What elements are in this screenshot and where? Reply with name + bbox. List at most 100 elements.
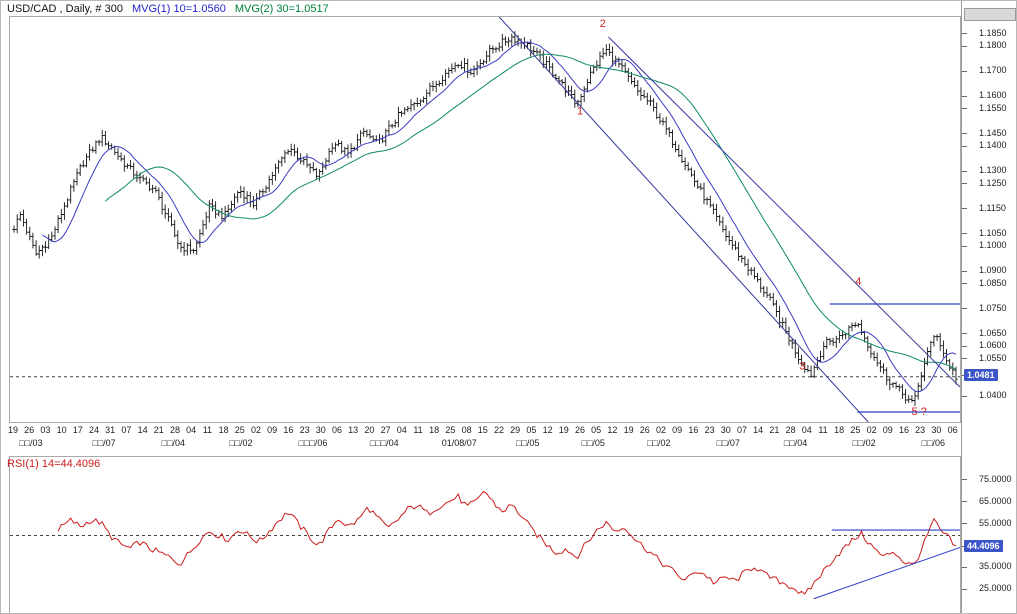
x-axis-day-label: 31	[105, 425, 116, 435]
price-bars	[12, 31, 958, 406]
price-axis-tick-label: 1.1050	[979, 227, 1007, 238]
price-axis-tick-label: 1.0550	[979, 352, 1007, 363]
x-axis-month-label: □□□/04	[369, 438, 399, 448]
x-axis-day-label: 26	[574, 425, 586, 435]
rsi-axis-tick-label: 75.0000	[979, 473, 1012, 484]
x-axis-day-labels: 19 26 03 10 17 24 31 07 14 21 28 04 11 18 25 02 09 16 23 30…	[7, 425, 961, 436]
x-axis-day-label: 21	[153, 425, 164, 435]
rsi-line	[57, 490, 957, 595]
x-axis-day-label: 25	[445, 425, 456, 435]
current-price-label: 1.0481	[964, 368, 998, 381]
price-axis-tick-label: 1.0650	[979, 327, 1007, 338]
axis-tickmark	[962, 588, 967, 590]
axis-tickmark	[962, 566, 967, 568]
price-axis-tick-label: 1.1700	[979, 65, 1007, 75]
price-chart-area[interactable]: 1 2 3 4 5 ?	[9, 16, 961, 423]
mvg1-label: MVG(1) 10=1.0560	[131, 3, 226, 15]
x-axis-day-label: 02	[250, 425, 262, 435]
x-axis-day-label: 16	[283, 425, 294, 435]
price-axis-tick-label: 1.1600	[979, 90, 1007, 100]
x-axis-day-label: 19	[558, 425, 569, 435]
x-axis-day-label: 06	[331, 425, 343, 435]
trendline	[498, 17, 869, 422]
price-axis-tick-label: 1.0400	[979, 390, 1007, 400]
x-axis-day-label: 18	[429, 425, 440, 435]
x-axis-day-label: 18	[218, 425, 229, 435]
x-axis-day-label: 11	[413, 425, 423, 435]
axis-tickmark	[962, 183, 967, 184]
x-axis-day-label: 09	[882, 425, 893, 435]
x-axis-day-label: 19	[7, 425, 19, 435]
x-axis-day-label: 22	[493, 425, 505, 435]
x-axis-day-label: 11	[818, 425, 828, 435]
wave-annotation: 1	[577, 106, 583, 118]
price-axis-tick-label: 1.1300	[979, 165, 1007, 175]
price-axis-tick-label: 1.0850	[979, 277, 1007, 288]
symbol-title: USD/CAD , Daily, # 300	[7, 3, 123, 15]
x-axis-day-label: 12	[607, 425, 618, 435]
x-axis-day-label: 23	[915, 425, 926, 435]
current-rsi-label: 44.4096	[964, 539, 1003, 552]
x-axis-day-label: 05	[526, 425, 537, 435]
x-axis-day-label: 23	[704, 425, 715, 435]
x-axis-month-label: □□/07	[92, 438, 116, 448]
x-axis-day-label: 20	[364, 425, 375, 435]
x-axis-day-label: 11	[202, 425, 213, 435]
x-axis-day-label: 16	[898, 425, 910, 435]
price-axis-tick-label: 1.1450	[979, 127, 1007, 138]
x-axis-month-label: □□/02	[647, 438, 671, 448]
axis-tickmark	[962, 333, 967, 334]
x-axis-month-label: □□/02	[229, 438, 253, 448]
price-axis-tick-label: 1.0900	[979, 265, 1007, 275]
x-axis-day-label: 30	[931, 425, 942, 435]
rsi-chart-area[interactable]	[9, 456, 961, 613]
rsi-trendline	[813, 547, 960, 600]
x-axis-day-label: 18	[834, 425, 845, 435]
axis-tickmark	[962, 501, 967, 503]
x-axis-day-label: 30	[720, 425, 731, 435]
axis-tickmark	[962, 70, 967, 72]
x-axis-day-label: 14	[137, 425, 148, 435]
chart-header: USD/CAD , Daily, # 300 MVG(1) 10=1.0560 MV…	[7, 3, 338, 15]
wave-annotation: 5 ?	[912, 406, 927, 418]
price-axis-tick-label: 1.0750	[979, 302, 1007, 313]
axis-tickmark	[962, 358, 967, 359]
price-axis-tick-label: 1.1000	[979, 240, 1007, 250]
x-axis-month-label: □□/04	[783, 438, 808, 448]
axis-tickmark	[962, 133, 967, 134]
axis-tickmark	[962, 33, 967, 34]
x-axis-day-label: 09	[672, 425, 683, 435]
axis-tickmark	[962, 479, 967, 481]
x-axis-day-label: 09	[267, 425, 278, 435]
axis-corner-box	[964, 8, 1016, 21]
mvg10-line	[42, 41, 957, 393]
x-axis-month-label: □□□/06	[298, 438, 328, 448]
price-axis-tick-label: 1.1850	[979, 27, 1007, 38]
axis-tickmark	[962, 270, 967, 272]
x-axis-day-label: 07	[736, 425, 748, 435]
x-axis-month-label: □□/05	[515, 438, 540, 448]
x-axis-day-label: 25	[234, 425, 245, 435]
price-axis-tick-label: 1.1150	[979, 202, 1006, 213]
x-axis-day-label: 15	[477, 425, 488, 435]
wave-annotation: 2	[600, 18, 606, 30]
x-axis-day-label: 21	[769, 425, 780, 435]
price-axis-tick-label: 1.1800	[979, 40, 1007, 50]
rsi-axis-tick-label: 55.0000	[979, 517, 1012, 528]
x-axis-day-label: 06	[947, 425, 958, 435]
price-axis-tick-label: 1.1250	[979, 177, 1007, 188]
x-axis-day-label: 04	[186, 425, 197, 435]
x-axis-month-label: □□/04	[161, 438, 186, 448]
x-axis-day-label: 28	[169, 425, 181, 435]
x-axis-day-label: 05	[591, 425, 602, 435]
mvg30-line	[105, 53, 957, 370]
x-axis-day-label: 08	[461, 425, 472, 435]
axis-tickmark	[962, 395, 967, 397]
x-axis-month-label: □□/02	[852, 438, 876, 448]
x-axis-day-label: 26	[639, 425, 650, 435]
rsi-label: RSI(1) 14=44.4096	[7, 458, 101, 470]
value-axis[interactable]: 1.1850 1.1800 1.1700 1.1600 1.1550 1.1450 1.14…	[961, 1, 1016, 613]
rsi-axis-tick-label: 35.0000	[979, 561, 1012, 572]
x-axis-day-label: 14	[753, 425, 764, 435]
